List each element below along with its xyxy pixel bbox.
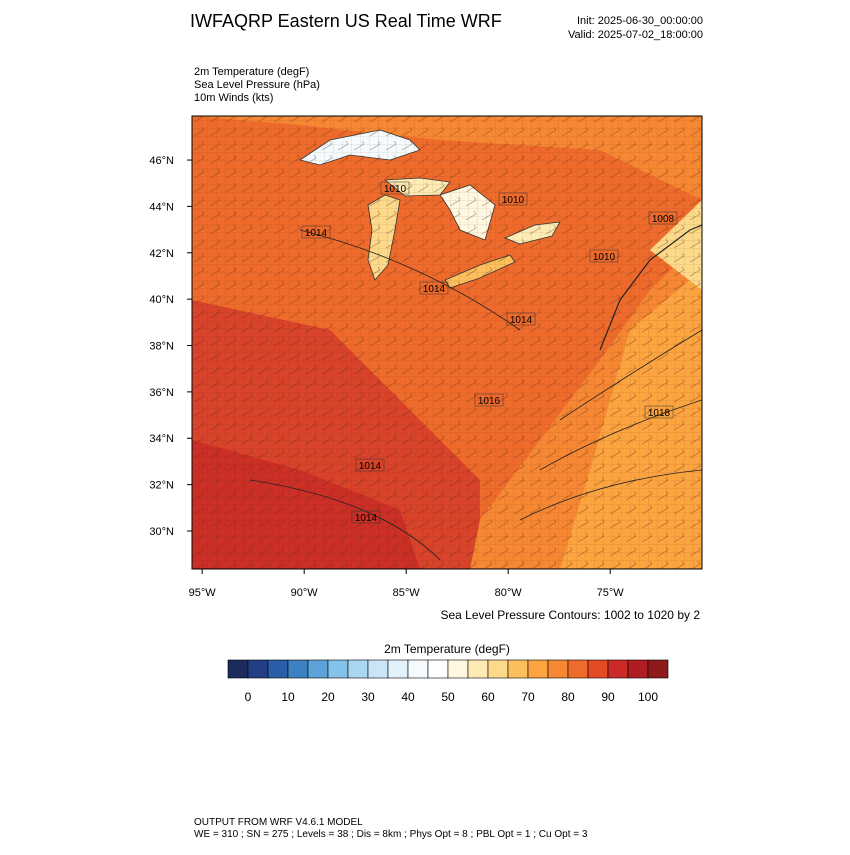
contour-label: 1014 — [423, 284, 446, 295]
contour-label: 1008 — [652, 214, 675, 225]
colorbar-tick-label: 10 — [281, 690, 295, 704]
colorbar-tick-label: 80 — [561, 690, 575, 704]
footer: OUTPUT FROM WRF V4.6.1 MODEL — [194, 817, 363, 828]
lat-tick-label: 38°N — [149, 341, 174, 353]
colorbar-swatch — [487, 659, 509, 679]
colorbar-swatch — [307, 659, 329, 679]
lat-tick-label: 40°N — [149, 294, 174, 306]
contour-label-box — [506, 312, 536, 326]
lat-tick-label: 32°N — [149, 480, 174, 492]
colorbar-swatch — [507, 659, 529, 679]
contour-label-box — [648, 211, 678, 225]
colorbar-tick-label: 60 — [481, 690, 495, 704]
lat-tick-label: 36°N — [149, 387, 174, 399]
contour-label: 1014 — [355, 513, 378, 524]
colorbar-tick-label: 30 — [361, 690, 375, 704]
colorbar-swatch — [367, 659, 389, 679]
field-label: 10m Winds (kts) — [194, 92, 273, 104]
colorbar-tick-label: 70 — [521, 690, 535, 704]
colorbar-swatch — [587, 659, 609, 679]
colorbar-swatch — [527, 659, 549, 679]
colorbar-tick-label: 20 — [321, 690, 335, 704]
map-frame — [191, 115, 703, 570]
overlay: 30°N 32°N 34°N 36°N 38°N 40°N 42°N 44°N 46°N 95°W… — [149, 155, 678, 599]
colorbar-swatch — [387, 659, 409, 679]
colorbar-tick-label: 100 — [638, 690, 658, 704]
contour-label-box — [355, 458, 385, 472]
contour-label-box — [589, 249, 619, 263]
contour-label-box — [498, 192, 528, 206]
contour-label: 1018 — [648, 408, 671, 419]
contour-label-box — [380, 181, 410, 195]
colorbar-tick-label: 40 — [401, 690, 415, 704]
lat-tick-label: 46°N — [149, 155, 174, 167]
colorbar-title: 2m Temperature (degF) — [384, 642, 510, 656]
contour-label: 1014 — [305, 228, 328, 239]
contour-label: 1010 — [502, 195, 525, 206]
colorbar-swatch — [647, 659, 669, 679]
contour-label-box — [644, 405, 674, 419]
lon-tick-label: 80°W — [495, 587, 523, 599]
map-field — [192, 116, 702, 569]
colorbar-tick-label: 0 — [245, 690, 252, 704]
contour-label-box — [419, 281, 449, 295]
contour-label-box — [301, 225, 331, 239]
colorbar-swatch — [627, 659, 649, 679]
contour-label-box — [351, 510, 381, 524]
colorbar-swatch — [607, 659, 629, 679]
contour-label: 1016 — [478, 396, 501, 407]
title: IWFAQRP Eastern US Real Time WRF — [190, 11, 502, 31]
colorbar-tick-label: 50 — [441, 690, 455, 704]
footer: WE = 310 ; SN = 275 ; Levels = 38 ; Dis … — [194, 829, 588, 840]
colorbar-swatch — [327, 659, 349, 679]
lon-tick-label: 75°W — [597, 587, 625, 599]
lat-tick-label: 44°N — [149, 201, 174, 213]
valid-time: Valid: 2025-07-02_18:00:00 — [568, 29, 703, 41]
colorbar: 0 10 20 30 40 50 60 70 80 90 100 — [227, 659, 669, 704]
colorbar-swatch — [467, 659, 489, 679]
lat-tick-label: 34°N — [149, 433, 174, 445]
field-label: Sea Level Pressure (hPa) — [194, 79, 320, 91]
colorbar-swatch — [227, 659, 249, 679]
contour-note: Sea Level Pressure Contours: 1002 to 102… — [441, 608, 701, 622]
field-label: 2m Temperature (degF) — [194, 66, 309, 78]
contour-label-box — [474, 393, 504, 407]
init-time: Init: 2025-06-30_00:00:00 — [577, 15, 703, 27]
colorbar-swatch — [247, 659, 269, 679]
contour-label: 1014 — [359, 461, 382, 472]
colorbar-swatch — [287, 659, 309, 679]
lat-tick-label: 30°N — [149, 526, 174, 538]
contour-label: 1014 — [510, 315, 533, 326]
lon-tick-label: 95°W — [189, 587, 217, 599]
contour-label: 1010 — [384, 184, 407, 195]
colorbar-swatch — [407, 659, 429, 679]
lon-tick-label: 90°W — [291, 587, 319, 599]
colorbar-swatch — [567, 659, 589, 679]
colorbar-swatch — [267, 659, 289, 679]
colorbar-swatch — [427, 659, 449, 679]
contour-label: 1010 — [593, 252, 616, 263]
colorbar-tick-label: 90 — [601, 690, 615, 704]
colorbar-swatch — [347, 659, 369, 679]
colorbar-swatch — [547, 659, 569, 679]
colorbar-swatch — [447, 659, 469, 679]
lat-tick-label: 42°N — [149, 248, 174, 260]
lon-tick-label: 85°W — [393, 587, 421, 599]
